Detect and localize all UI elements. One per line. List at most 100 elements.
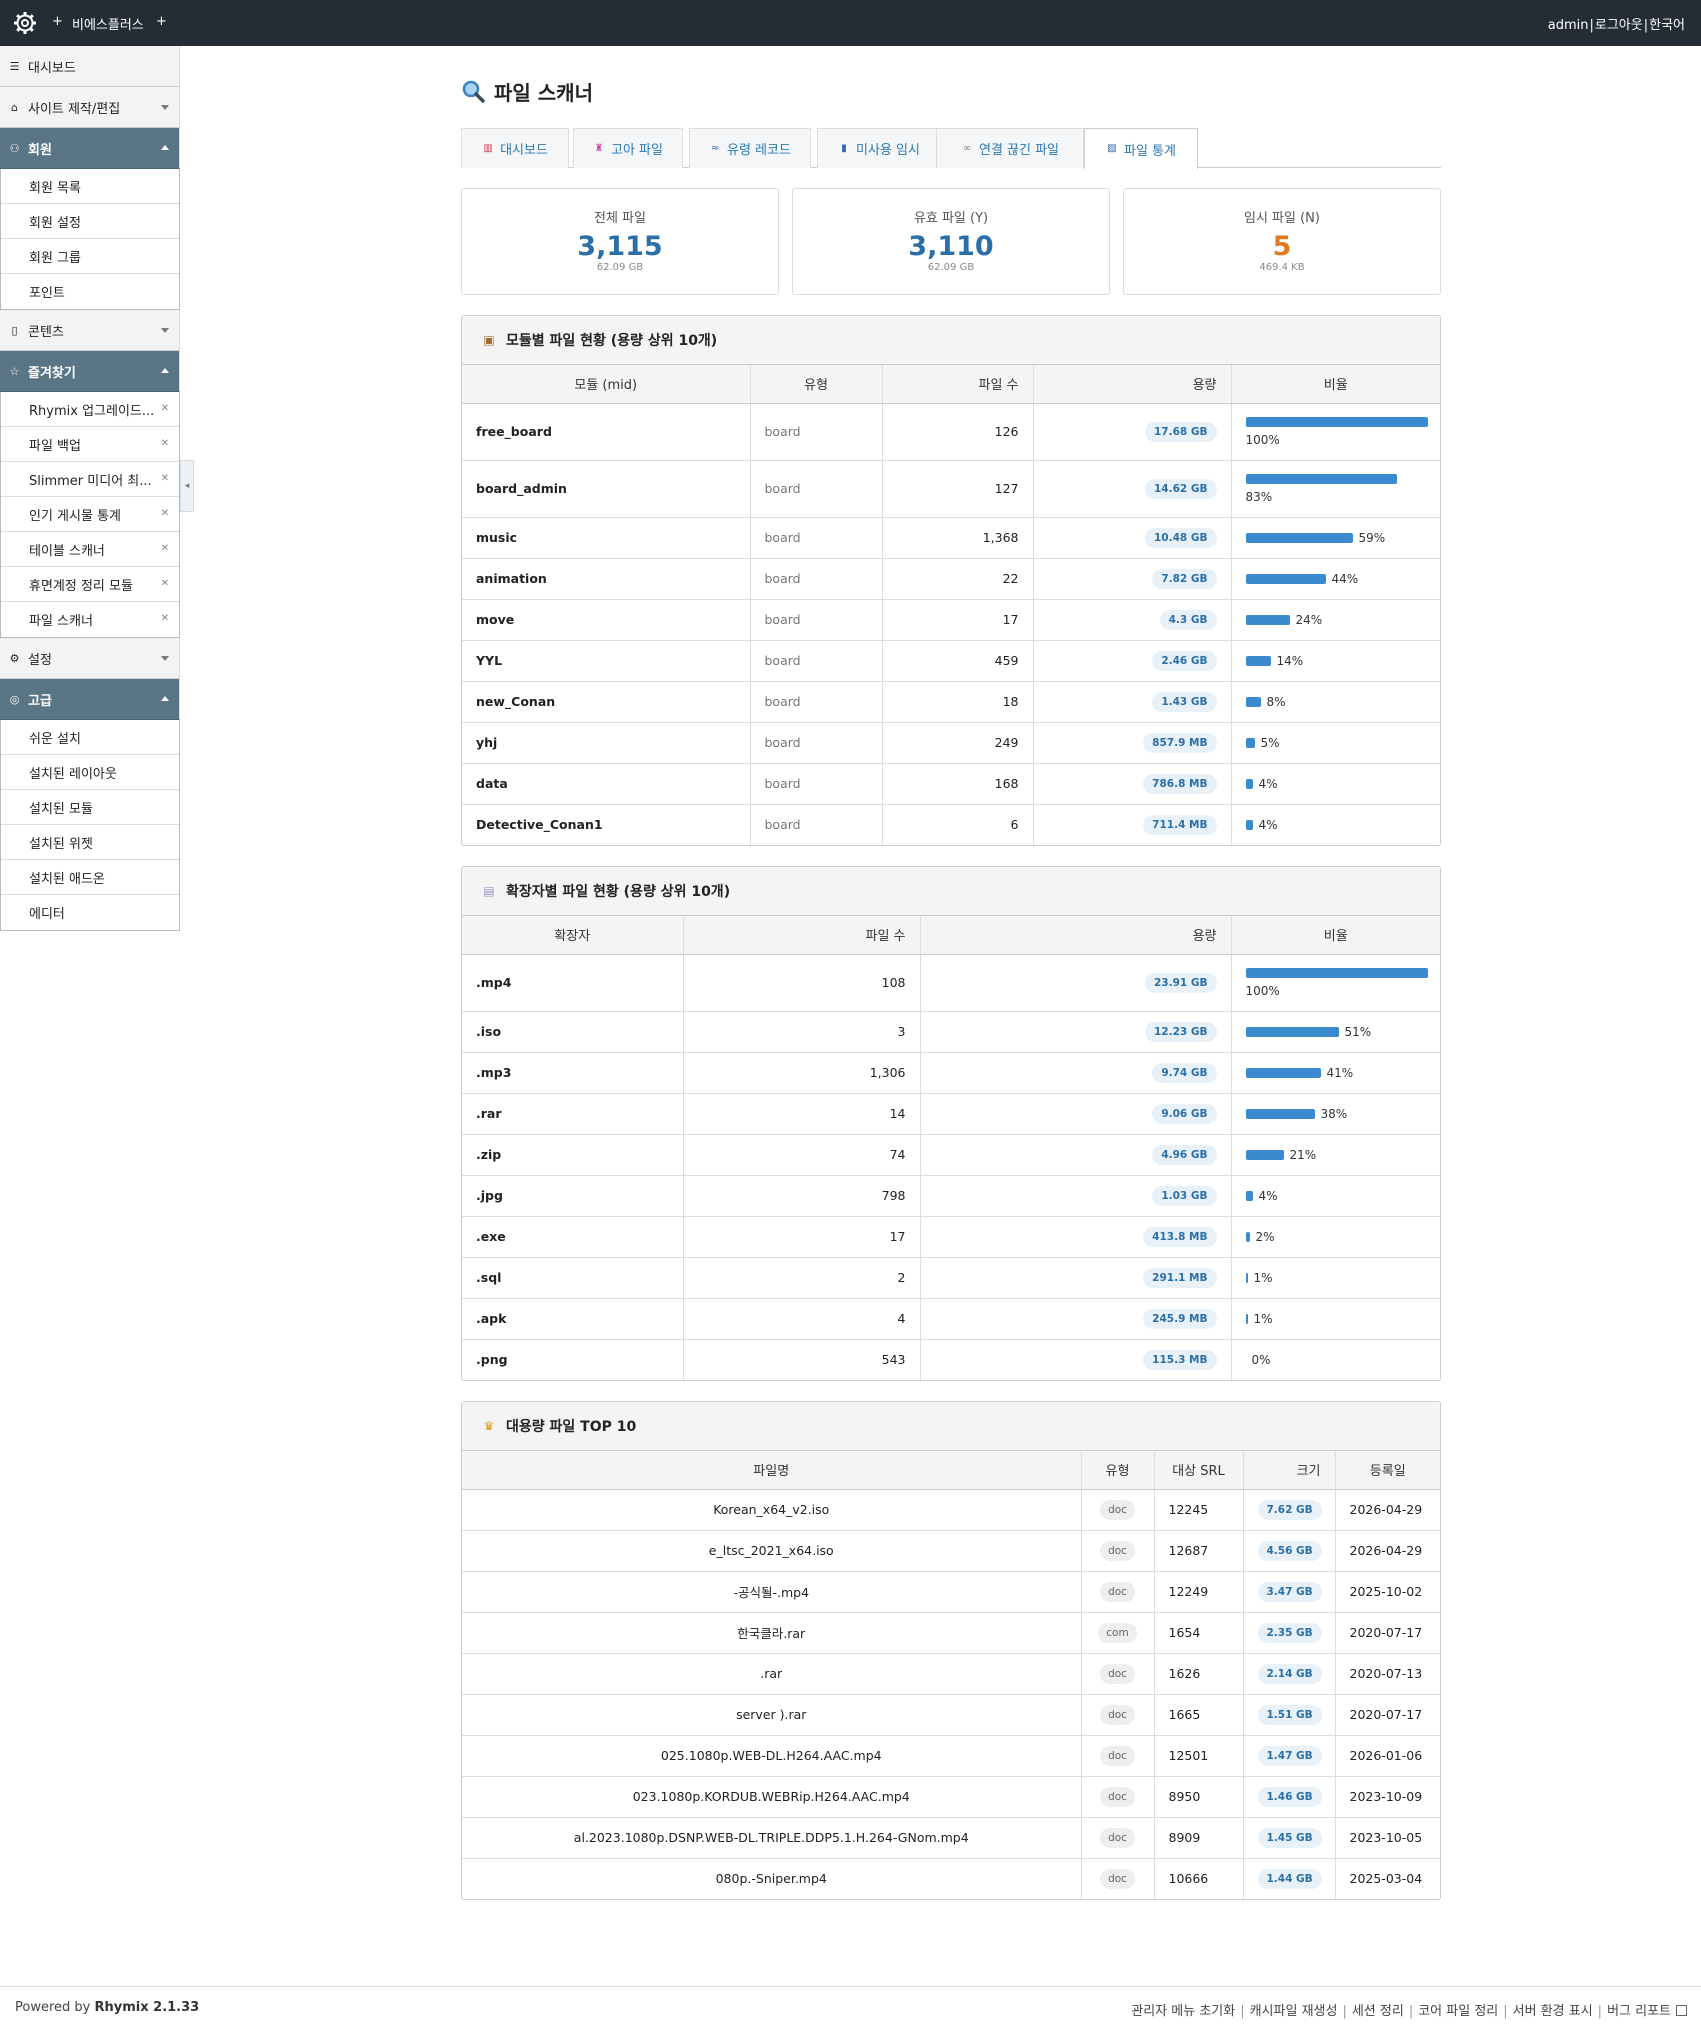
- clean-core-files-link[interactable]: 코어 파일 정리: [1418, 2004, 1499, 2019]
- table-row: move board 17 4.3 GB 24%: [462, 599, 1440, 641]
- sidebar-item-easy-install[interactable]: 쉬운 설치: [1, 720, 179, 755]
- sidebar-item-label: Rhymix 업그레이드...: [29, 403, 155, 419]
- target-srl: 12249: [1154, 1571, 1244, 1613]
- table-row: .zip 74 4.96 GB 21%: [462, 1134, 1440, 1176]
- top-files-panel: ♛ 대용량 파일 TOP 10 파일명 유형 대상 SRL 크기 등록일 Kor…: [461, 1401, 1441, 1900]
- ratio-bar: [1245, 1108, 1315, 1119]
- remove-icon[interactable]: ✕: [160, 613, 169, 624]
- sidebar-item-member-settings[interactable]: 회원 설정: [1, 204, 179, 239]
- ratio-bar: [1245, 967, 1428, 978]
- sidebar-item-modules[interactable]: 설치된 모듈: [1, 790, 179, 825]
- file-count: 3: [683, 1011, 921, 1053]
- type-badge: doc: [1100, 1786, 1135, 1807]
- table-row: 025.1080p.WEB-DL.H264.AAC.mp4 doc 12501 1.4…: [462, 1735, 1440, 1777]
- ratio-cell: 4%: [1231, 804, 1440, 845]
- file-name[interactable]: Korean_x64_v2.iso: [462, 1489, 1082, 1531]
- top-files-table: 파일명 유형 대상 SRL 크기 등록일 Korean_x64_v2.iso do…: [462, 1451, 1440, 1899]
- card-label: 유효 파일 (Y): [913, 211, 989, 226]
- table-row: al.2023.1080p.DSNP.WEB-DL.TRIPLE.DDP5.1.…: [462, 1817, 1440, 1859]
- site-name-link[interactable]: 비에스플러스: [72, 18, 144, 33]
- sidebar-item-favorites[interactable]: ☆ 즐겨찾기: [0, 351, 180, 392]
- sidebar-item-favorite[interactable]: 인기 게시물 통계 ✕: [1, 497, 179, 532]
- sidebar-item-favorite[interactable]: Rhymix 업그레이드... ✕: [1, 392, 179, 427]
- sidebar-item-favorite[interactable]: 테이블 스캐너 ✕: [1, 532, 179, 567]
- module-type: board: [750, 403, 883, 461]
- reset-admin-menu-link[interactable]: 관리자 메뉴 초기화: [1131, 2004, 1236, 2019]
- size-badge: 14.62 GB: [1145, 478, 1217, 499]
- module-mid: free_board: [462, 403, 751, 461]
- sidebar-item-layouts[interactable]: 설치된 레이아웃: [1, 755, 179, 790]
- sidebar-item-member-group[interactable]: 회원 그룹: [1, 239, 179, 274]
- sidebar-item-editor[interactable]: 에디터: [1, 895, 179, 930]
- remove-icon[interactable]: ✕: [160, 438, 169, 449]
- file-name[interactable]: .rar: [462, 1653, 1082, 1695]
- bug-report-link[interactable]: 버그 리포트: [1607, 2004, 1671, 2019]
- file-name[interactable]: al.2023.1080p.DSNP.WEB-DL.TRIPLE.DDP5.1.…: [462, 1817, 1082, 1859]
- sidebar-item-favorite[interactable]: 파일 스캐너 ✕: [1, 602, 179, 637]
- file-count: 1,306: [683, 1052, 921, 1094]
- tab-unused-temp[interactable]: ▮ 미사용 임시: [817, 128, 941, 168]
- sidebar-item-member-list[interactable]: 회원 목록: [1, 169, 179, 204]
- sidebar-item-favorite[interactable]: 파일 백업 ✕: [1, 427, 179, 462]
- ratio-bar: [1245, 1190, 1253, 1201]
- file-name[interactable]: e_ltsc_2021_x64.iso: [462, 1530, 1082, 1572]
- rhymix-link[interactable]: Rhymix 2.1.33: [94, 2000, 200, 2015]
- sidebar-item-contents[interactable]: ▯ 콘텐츠: [0, 310, 180, 351]
- sidebar-item-addons[interactable]: 설치된 애드온: [1, 860, 179, 895]
- file-name[interactable]: server ).rar: [462, 1694, 1082, 1736]
- gear-icon[interactable]: [13, 11, 37, 35]
- chevron-up-icon: [161, 145, 169, 150]
- file-name[interactable]: -공식될-.mp4: [462, 1571, 1082, 1613]
- sidebar-item-favorite[interactable]: Slimmer 미디어 최... ✕: [1, 462, 179, 497]
- remove-icon[interactable]: ✕: [160, 508, 169, 519]
- size-cell: 1.47 GB: [1243, 1735, 1336, 1777]
- admin-link[interactable]: admin: [1547, 18, 1589, 33]
- remove-icon[interactable]: ✕: [160, 473, 169, 484]
- ratio-bar-group: 1%: [1245, 1312, 1427, 1326]
- sidebar-item-dashboard[interactable]: ☰ 대시보드: [0, 46, 180, 87]
- sidebar-item-member[interactable]: ⚇ 회원: [0, 128, 180, 169]
- clean-sessions-link[interactable]: 세션 정리: [1351, 2004, 1404, 2019]
- sidebar-item-settings[interactable]: ⚙ 설정: [0, 638, 180, 679]
- tab-ghost-records[interactable]: ≈ 유령 레코드: [689, 128, 811, 168]
- size-cell: 413.8 MB: [920, 1216, 1232, 1258]
- ratio-bar-group: 100%: [1245, 967, 1428, 998]
- language-link[interactable]: 한국어: [1649, 18, 1685, 33]
- ratio-cell: 51%: [1231, 1011, 1440, 1053]
- ratio-bar: [1245, 819, 1253, 830]
- size-cell: 1.03 GB: [920, 1175, 1232, 1217]
- sidebar-item-widgets[interactable]: 설치된 위젯: [1, 825, 179, 860]
- file-name[interactable]: 023.1080p.KORDUB.WEBRip.H264.AAC.mp4: [462, 1776, 1082, 1818]
- tab-dashboard[interactable]: ▥ 대시보드: [461, 128, 569, 168]
- ratio-cell: 1%: [1231, 1257, 1440, 1299]
- tab-file-statistics[interactable]: ▨ 파일 통계: [1084, 128, 1198, 169]
- sidebar-item-advanced[interactable]: ◎ 고급: [0, 679, 180, 720]
- remove-icon[interactable]: ✕: [160, 403, 169, 414]
- regenerate-cache-link[interactable]: 캐시파일 재생성: [1249, 2004, 1338, 2019]
- size-cell: 2.35 GB: [1243, 1612, 1336, 1654]
- sidebar-collapse-toggle[interactable]: ◂: [180, 460, 194, 512]
- file-name[interactable]: 한국클라.rar: [462, 1612, 1082, 1654]
- module-stats-panel: ▣ 모듈별 파일 현황 (용량 상위 10개) 모듈 (mid) 유형 파일 수…: [461, 315, 1441, 846]
- document-icon: ▯: [11, 324, 18, 337]
- size-cell: 1.44 GB: [1243, 1858, 1336, 1899]
- sidebar-item-point[interactable]: 포인트: [1, 274, 179, 309]
- logout-link[interactable]: 로그아웃: [1594, 18, 1643, 33]
- server-env-link[interactable]: 서버 환경 표시: [1512, 2004, 1593, 2019]
- registered-date: 2026-04-29: [1335, 1530, 1440, 1572]
- type-cell: doc: [1081, 1858, 1155, 1899]
- file-name[interactable]: 080p.-Sniper.mp4: [462, 1858, 1082, 1899]
- tab-disconnected-files[interactable]: ∞ 연결 끊긴 파일: [936, 128, 1084, 168]
- sidebar-item-favorite[interactable]: 휴면계정 정리 모듈 ✕: [1, 567, 179, 602]
- tab-orphan-files[interactable]: ♜ 고아 파일: [573, 128, 683, 168]
- ratio-bar-group: 59%: [1245, 531, 1427, 545]
- registered-date: 2023-10-09: [1335, 1776, 1440, 1818]
- sidebar-item-site-edit[interactable]: ⌂ 사이트 제작/편집: [0, 87, 180, 128]
- file-name[interactable]: 025.1080p.WEB-DL.H264.AAC.mp4: [462, 1735, 1082, 1777]
- remove-icon[interactable]: ✕: [160, 543, 169, 554]
- remove-icon[interactable]: ✕: [160, 578, 169, 589]
- panel-title: 모듈별 파일 현황 (용량 상위 10개): [506, 333, 718, 349]
- file-count: 1,368: [882, 517, 1034, 559]
- file-count: 108: [683, 954, 921, 1012]
- ratio-bar-group: 100%: [1245, 416, 1428, 447]
